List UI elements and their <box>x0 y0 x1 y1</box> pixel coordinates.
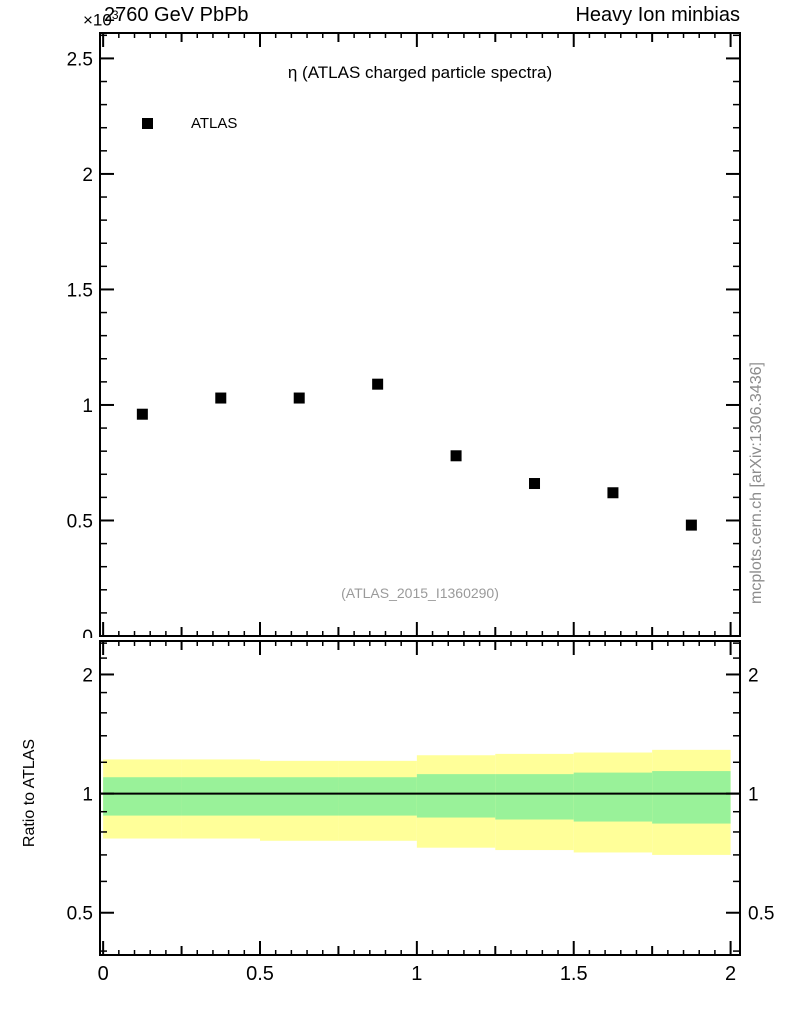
xtick-label: 0 <box>98 963 109 985</box>
ratio-ytick-label-right: 2 <box>748 665 759 686</box>
ratio-ytick-label-left: 0.5 <box>67 904 93 925</box>
inner-uncertainty-band <box>495 774 574 820</box>
exponent-times: ×10 <box>83 10 112 30</box>
inner-uncertainty-band <box>103 777 182 816</box>
exponent-power: 3 <box>111 8 119 22</box>
observable-subtitle: η (ATLAS charged particle spectra) <box>287 63 553 82</box>
data-point-marker <box>607 487 619 499</box>
data-point-marker <box>215 392 227 404</box>
inner-uncertainty-band <box>260 777 339 816</box>
mcplots-side-note: mcplots.cern.ch [arXiv:1306.3436] <box>748 362 765 604</box>
main-panel-frame <box>99 32 741 637</box>
data-point-marker <box>529 478 541 490</box>
data-point-marker <box>293 392 305 404</box>
legend-label-atlas: ATLAS <box>191 115 238 132</box>
inner-uncertainty-band <box>181 777 260 816</box>
xtick-label: 0.5 <box>246 963 274 985</box>
inner-uncertainty-band <box>416 774 496 818</box>
ratio-ytick-label-right: 0.5 <box>748 904 774 925</box>
ratio-ylabel: Ratio to ATLAS <box>21 739 38 847</box>
xtick-label: 2 <box>725 963 736 985</box>
data-point-marker <box>450 450 462 462</box>
plot-title-left: 2760 GeV PbPb <box>104 4 249 26</box>
ratio-ytick-label-left: 1 <box>82 785 93 806</box>
legend-marker-square <box>142 118 153 129</box>
ratio-ytick-label-left: 2 <box>82 665 93 686</box>
xtick-label: 1 <box>411 963 422 985</box>
inner-uncertainty-band <box>338 777 417 816</box>
inner-uncertainty-band <box>652 771 731 824</box>
data-point-marker <box>372 378 384 390</box>
main-ytick-label: 1.5 <box>67 280 93 301</box>
y-axis-exponent: ×103 <box>83 8 119 31</box>
main-ytick-label: 0.5 <box>67 511 93 532</box>
main-ytick-label: 0 <box>82 627 93 648</box>
ratio-ytick-label-right: 1 <box>748 785 759 806</box>
data-point-marker <box>136 408 148 420</box>
analysis-watermark: (ATLAS_2015_I1360290) <box>341 585 499 601</box>
inner-uncertainty-band <box>573 772 653 822</box>
main-ytick-label: 1 <box>82 396 93 417</box>
data-point-marker <box>685 519 697 531</box>
plot-title-right: Heavy Ion minbias <box>575 4 740 26</box>
ratio-panel-frame <box>99 640 741 956</box>
main-ytick-label: 2.5 <box>67 49 93 70</box>
main-ytick-label: 2 <box>82 165 93 186</box>
xtick-label: 1.5 <box>560 963 588 985</box>
